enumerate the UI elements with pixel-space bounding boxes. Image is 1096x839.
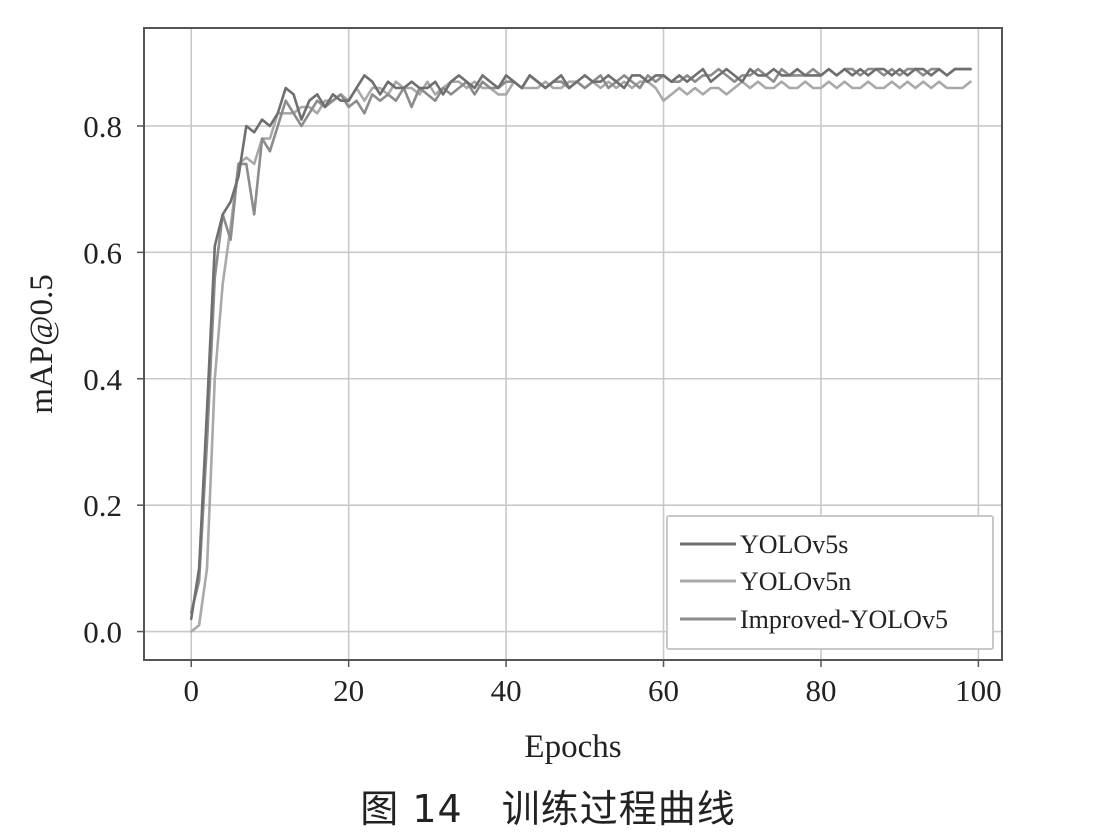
legend-box — [666, 515, 994, 650]
y-axis-label: mAP@0.5 — [24, 274, 60, 414]
figure-caption: 图 14 训练过程曲线 — [360, 787, 736, 831]
x-tick-label: 100 — [955, 673, 1002, 708]
y-tick-label: 0.4 — [83, 362, 122, 397]
y-tick-label: 0.0 — [83, 615, 122, 650]
x-axis-label: Epochs — [524, 729, 621, 765]
y-tick-label: 0.2 — [83, 488, 122, 523]
x-tick-label: 40 — [491, 673, 522, 708]
x-tick-label: 60 — [648, 673, 679, 708]
y-axis-ticks: 0.0 0.2 0.4 0.6 0.8 — [83, 109, 144, 650]
x-tick-label: 0 — [183, 673, 199, 708]
series-line-yolov5s — [189, 67, 972, 621]
legend-label-improved-yolov5: Improved-YOLOv5 — [740, 605, 948, 634]
x-tick-label: 80 — [805, 673, 836, 708]
legend-label-yolov5s: YOLOv5s — [740, 530, 848, 559]
gridlines — [144, 28, 1002, 660]
y-tick-label: 0.8 — [83, 109, 122, 144]
legend-label-yolov5n: YOLOv5n — [740, 567, 851, 596]
x-axis-ticks: 0 20 40 60 80 100 — [183, 660, 1002, 708]
plot-frame — [143, 27, 1003, 661]
series-lines — [189, 67, 972, 633]
y-tick-label: 0.6 — [83, 235, 122, 270]
legend: YOLOv5s YOLOv5n Improved-YOLOv5 — [666, 515, 994, 650]
x-tick-label: 20 — [333, 673, 364, 708]
